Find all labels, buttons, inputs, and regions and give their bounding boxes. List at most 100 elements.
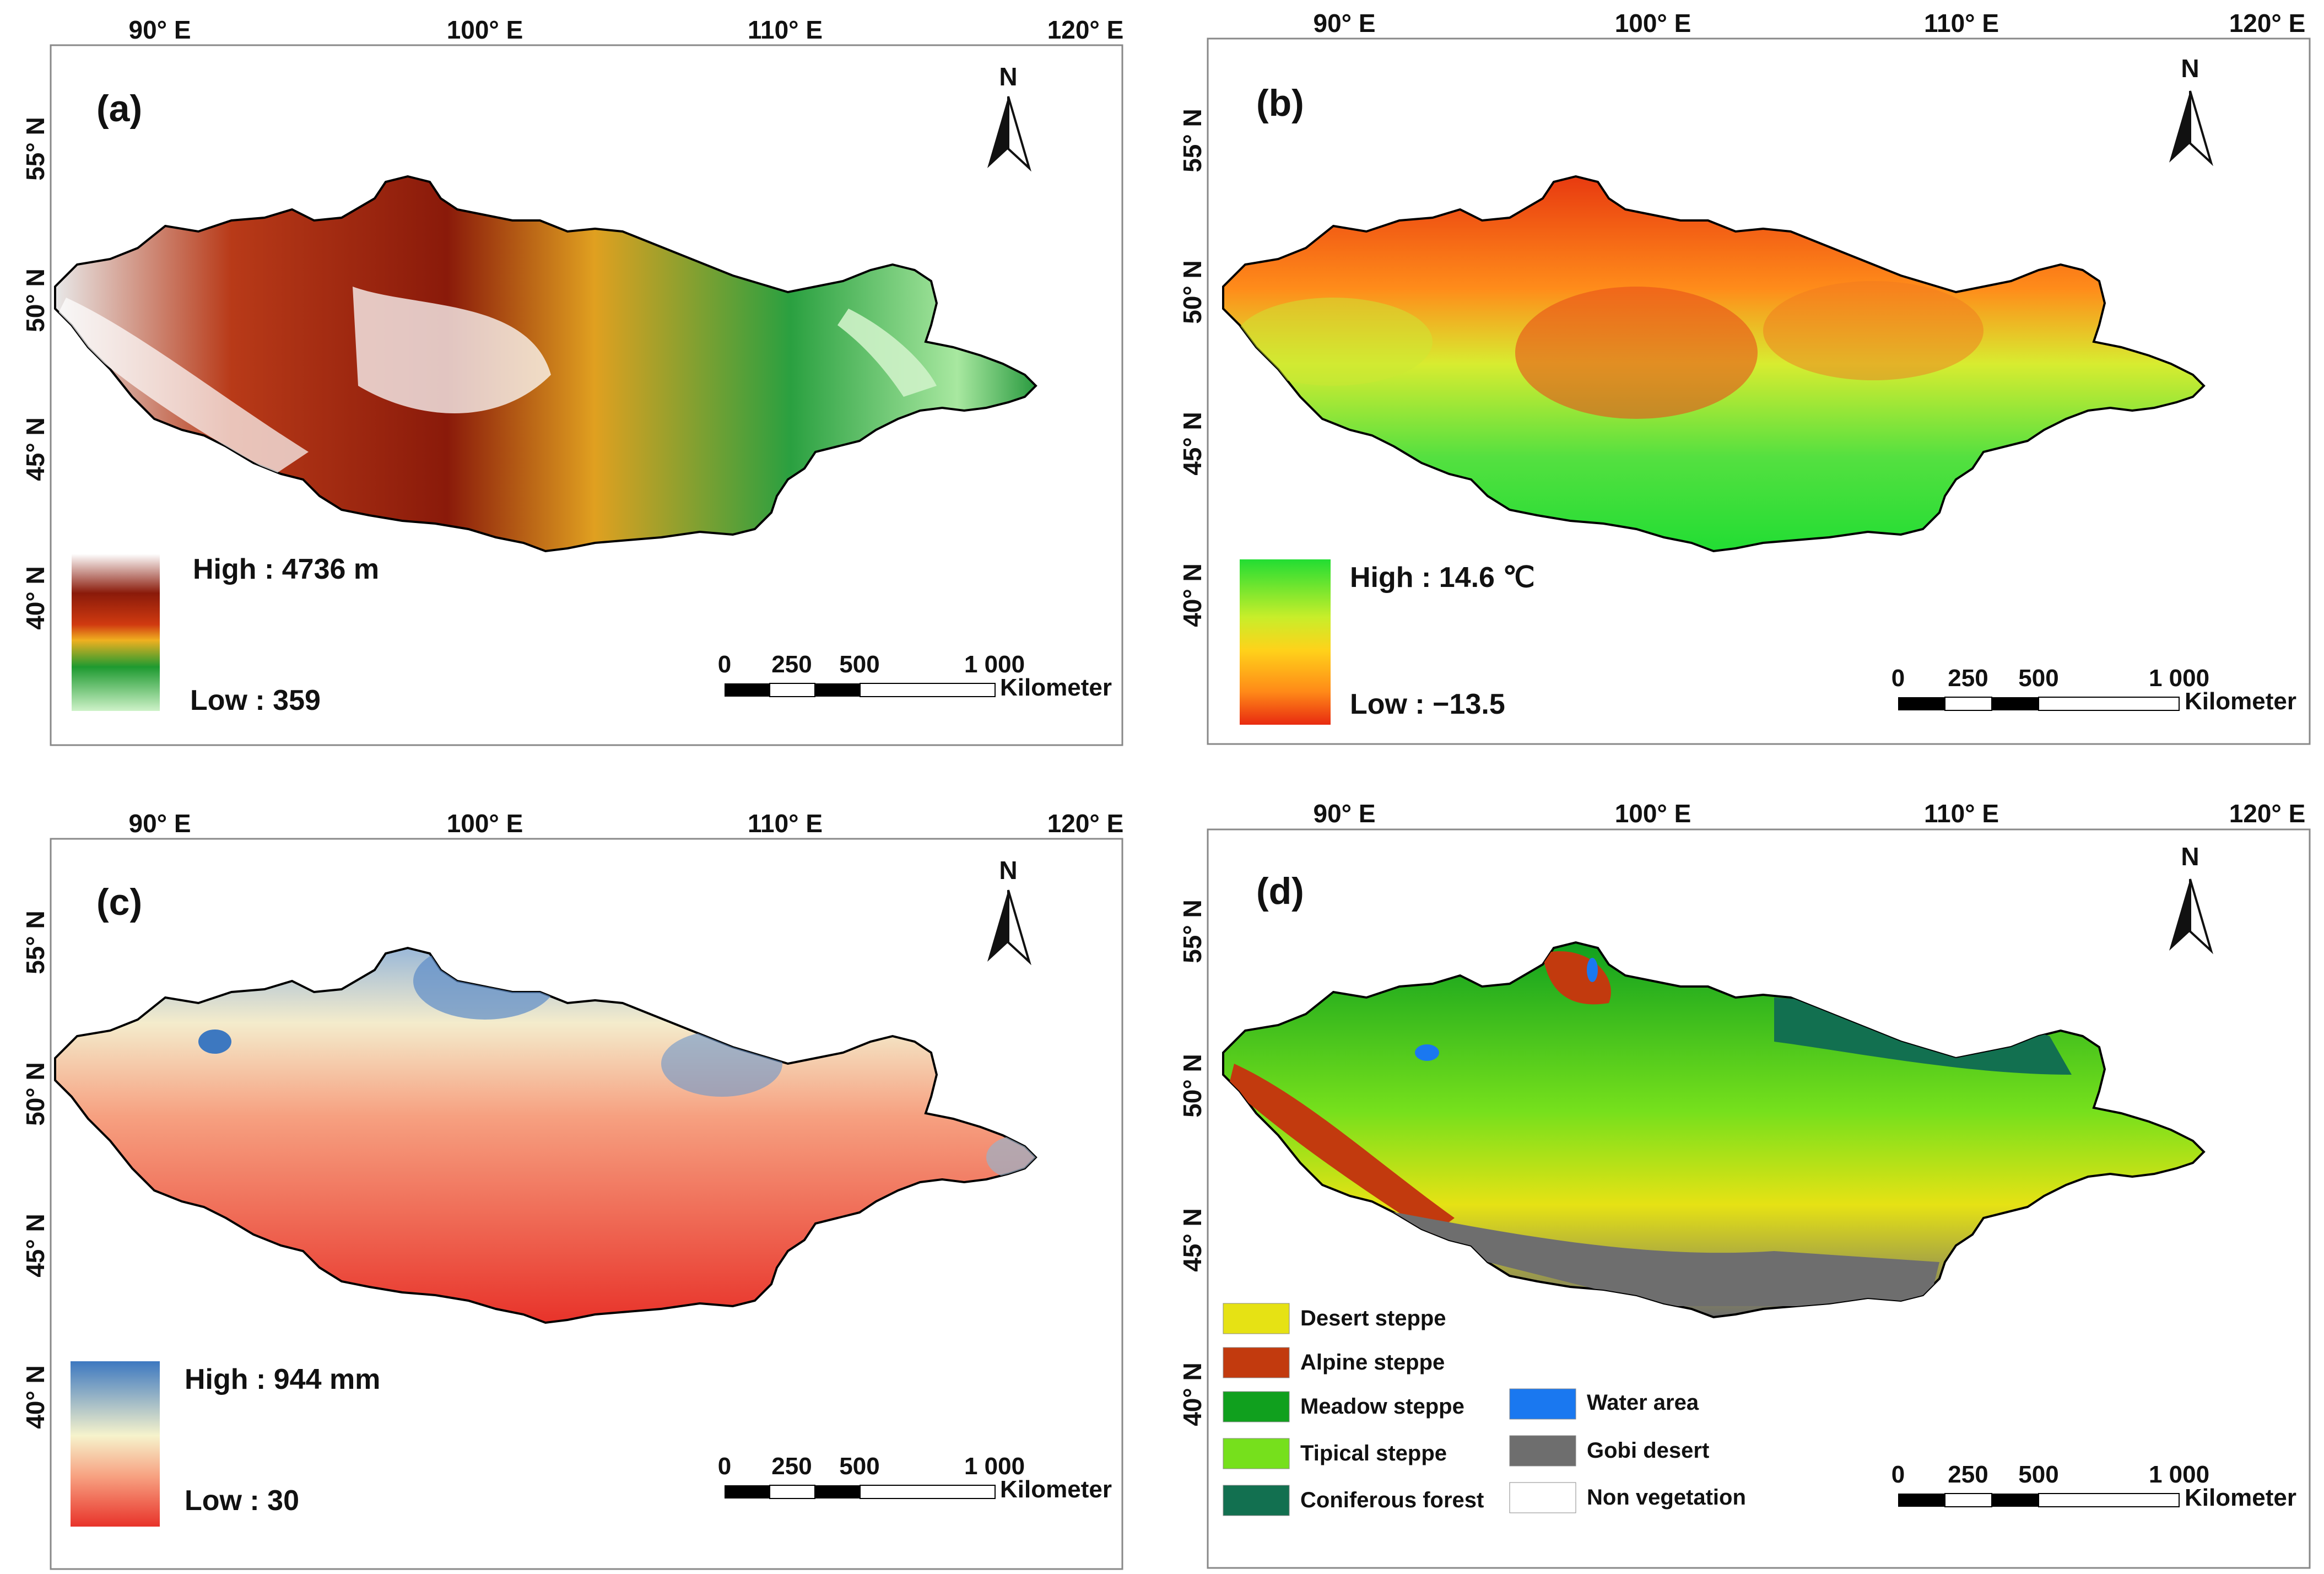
legend-low: Low : 359	[190, 684, 321, 716]
scale-label: 1 000	[964, 1453, 1025, 1480]
scale-bar: 0 250 500 1 000 Kilometer	[1891, 1461, 2296, 1511]
legend-swatch	[1223, 1438, 1290, 1469]
lon-tick: 90° E	[1313, 9, 1375, 37]
lat-tick: 55° N	[21, 117, 50, 181]
scale-bar: 0 250 500 1 000 Kilometer	[1891, 665, 2296, 715]
scale-label: 0	[1891, 665, 1905, 692]
legend-low: Low : 30	[185, 1485, 299, 1517]
legend-swatch	[1223, 1303, 1290, 1334]
legend-item: Alpine steppe	[1223, 1347, 1445, 1378]
lon-tick: 100° E	[1615, 9, 1691, 37]
north-arrow-n: N	[2181, 54, 2199, 83]
scale-unit: Kilometer	[2185, 1484, 2296, 1511]
legend-low: Low : −13.5	[1350, 688, 1505, 720]
lon-tick: 90° E	[128, 809, 191, 838]
scale-label: 1 000	[964, 651, 1025, 678]
lon-tick: 120° E	[1047, 809, 1124, 838]
scale-label: 500	[2018, 665, 2058, 692]
legend-swatch	[1223, 1347, 1290, 1378]
legend-label: Water area	[1587, 1390, 1699, 1415]
panel-label: (b)	[1256, 82, 1304, 124]
precipitation-legend: High : 944 mm Low : 30	[71, 1361, 380, 1527]
lat-tick: 40° N	[21, 1365, 50, 1429]
legend-label: Desert steppe	[1300, 1306, 1446, 1330]
lat-tick: 45° N	[21, 1214, 50, 1277]
legend-label: Non vegetation	[1587, 1485, 1746, 1510]
mongolia-temperature-map	[1222, 175, 2205, 552]
lon-tick: 110° E	[748, 15, 823, 44]
panel-a: 90° E 100° E 110° E 120° E 55° N 50° N 4…	[21, 15, 1124, 746]
scale-label: 1 000	[2149, 665, 2209, 692]
elevation-colorbar	[72, 554, 160, 711]
scale-label: 250	[771, 651, 812, 678]
legend-high: High : 944 mm	[185, 1363, 380, 1395]
scale-label: 500	[2018, 1461, 2058, 1488]
vegetation-legend: Desert steppe Alpine steppe Meadow stepp…	[1223, 1303, 1746, 1516]
panel-label: (c)	[96, 881, 142, 923]
legend-label: Gobi desert	[1587, 1438, 1709, 1463]
legend-swatch	[1509, 1482, 1576, 1513]
panel-label: (a)	[96, 88, 142, 130]
legend-label: Meadow steppe	[1300, 1394, 1464, 1419]
lat-tick: 40° N	[21, 566, 50, 630]
lon-tick: 90° E	[1313, 799, 1375, 828]
scale-label: 0	[718, 1453, 731, 1480]
north-arrow: N	[987, 62, 1031, 172]
panel-d: 90° E 100° E 110° E 120° E 55° N 50° N 4…	[1178, 799, 2311, 1569]
elevation-legend: High : 4736 m Low : 359	[72, 553, 379, 716]
legend-swatch	[1223, 1485, 1290, 1516]
lon-tick: 100° E	[447, 15, 523, 44]
legend-item: Meadow steppe	[1223, 1391, 1464, 1422]
scale-label: 0	[718, 651, 731, 678]
north-arrow-icon	[987, 890, 1008, 962]
scale-label: 500	[839, 1453, 879, 1480]
north-arrow-icon	[2169, 879, 2190, 951]
legend-label: Alpine steppe	[1300, 1350, 1445, 1374]
legend-item: Tipical steppe	[1223, 1438, 1447, 1469]
legend-high: High : 4736 m	[193, 553, 379, 585]
lon-tick: 90° E	[128, 15, 191, 44]
legend-item: Water area	[1509, 1388, 1699, 1420]
lat-tick: 50° N	[21, 268, 50, 332]
lon-tick: 100° E	[447, 809, 523, 838]
scale-unit: Kilometer	[2185, 688, 2296, 715]
lat-tick: 55° N	[21, 910, 50, 974]
lat-tick: 55° N	[1178, 109, 1207, 173]
north-arrow-n: N	[2181, 842, 2199, 871]
legend-label: Coniferous forest	[1300, 1488, 1484, 1512]
precipitation-colorbar	[71, 1361, 160, 1527]
lat-tick: 40° N	[1178, 1362, 1207, 1426]
legend-high: High : 14.6 ℃	[1350, 562, 1535, 594]
lon-tick: 120° E	[2229, 9, 2306, 37]
legend-item: Desert steppe	[1223, 1303, 1446, 1334]
lat-tick: 40° N	[1178, 563, 1207, 627]
lat-tick: 50° N	[21, 1062, 50, 1126]
lon-tick: 120° E	[1047, 15, 1124, 44]
north-arrow: N	[2169, 842, 2213, 955]
north-arrow-n: N	[999, 62, 1017, 91]
lat-tick: 45° N	[1178, 412, 1207, 476]
scale-label: 250	[771, 1453, 812, 1480]
scale-label: 250	[1948, 1461, 1988, 1488]
panel-b: 90° E 100° E 110° E 120° E 55° N 50° N 4…	[1178, 9, 2311, 745]
scale-unit: Kilometer	[1000, 674, 1112, 701]
legend-swatch	[1509, 1435, 1576, 1467]
panel-label: (d)	[1256, 870, 1304, 912]
scale-label: 1 000	[2149, 1461, 2209, 1488]
scale-unit: Kilometer	[1000, 1476, 1112, 1503]
lon-tick: 110° E	[1924, 799, 1999, 828]
mongolia-elevation-map	[54, 175, 1037, 552]
scale-label: 250	[1948, 665, 1988, 692]
legend-label: Tipical steppe	[1300, 1441, 1447, 1465]
north-arrow: N	[987, 856, 1031, 966]
legend-item: Non vegetation	[1509, 1482, 1746, 1513]
legend-item: Coniferous forest	[1223, 1485, 1484, 1516]
legend-item: Gobi desert	[1509, 1435, 1709, 1467]
north-arrow-icon	[987, 96, 1008, 168]
lon-tick: 100° E	[1615, 799, 1691, 828]
lon-tick: 110° E	[1924, 9, 1999, 37]
lat-tick: 45° N	[1178, 1208, 1207, 1272]
lat-tick: 55° N	[1178, 899, 1207, 963]
legend-swatch	[1509, 1388, 1576, 1420]
lat-tick: 45° N	[21, 417, 50, 481]
